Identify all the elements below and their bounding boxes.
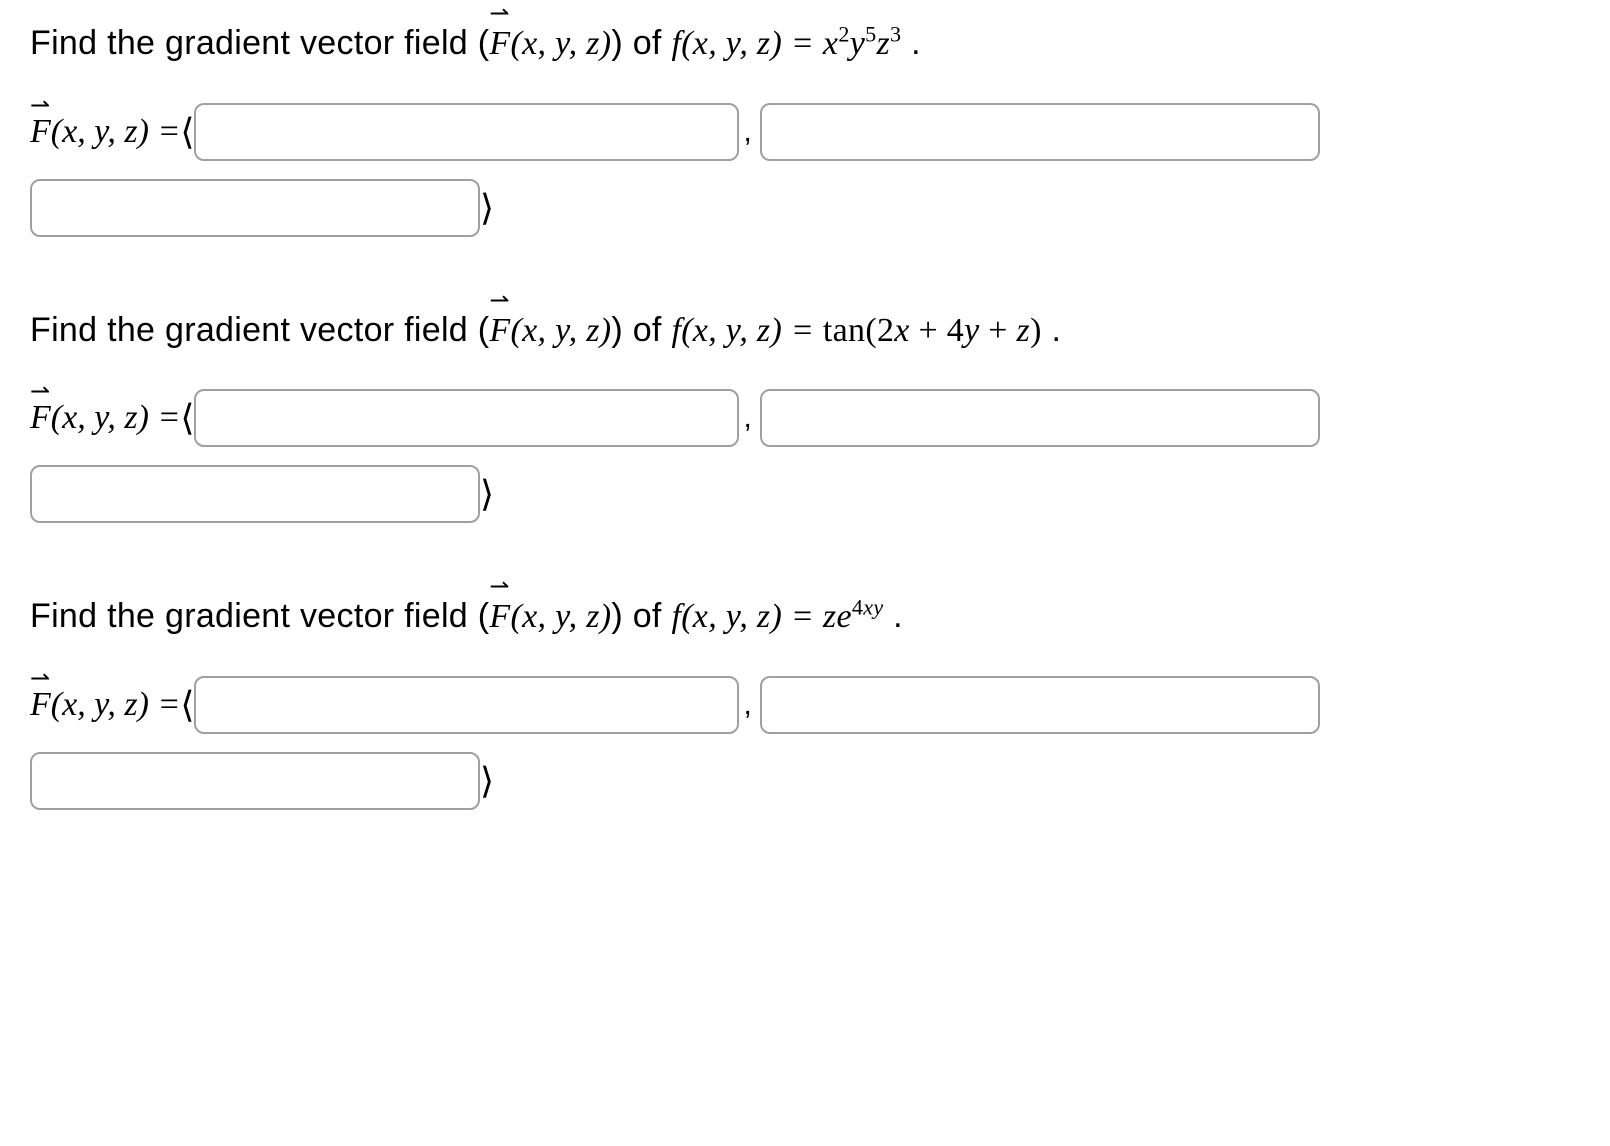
- prompt-text: Find the gradient vector field (: [30, 24, 489, 62]
- question-prompt-3: Find the gradient vector field (⇀F(x, y,…: [30, 593, 1580, 641]
- answer-label: ⇀F(x, y, z) =: [30, 399, 180, 437]
- comma: ,: [743, 688, 751, 722]
- vector-f-expr: ⇀F(x, y, z): [489, 25, 611, 62]
- question-prompt-2: Find the gradient vector field (⇀F(x, y,…: [30, 307, 1580, 355]
- comma: ,: [743, 115, 751, 149]
- angle-bracket-open: ⟨: [180, 111, 194, 153]
- function-body: tan(2x + 4y + z): [823, 312, 1042, 349]
- angle-bracket-close: ⟩: [480, 187, 494, 229]
- vector-f-expr: ⇀F(x, y, z): [489, 598, 611, 635]
- prompt-text: Find the gradient vector field (: [30, 597, 489, 635]
- prompt-text: ) of: [611, 597, 671, 635]
- answer-input-2-y[interactable]: [760, 389, 1320, 447]
- angle-bracket-close: ⟩: [480, 760, 494, 802]
- prompt-text: ) of: [611, 24, 671, 62]
- answer-label: ⇀F(x, y, z) =: [30, 113, 180, 151]
- answer-row-2: ⇀F(x, y, z) = ⟨ ,: [30, 389, 1580, 447]
- answer-row-1-line2: ⟩: [30, 179, 1580, 237]
- equals: =: [782, 598, 823, 635]
- answer-input-1-z[interactable]: [30, 179, 480, 237]
- equals: =: [782, 312, 823, 349]
- answer-input-2-x[interactable]: [194, 389, 739, 447]
- answer-input-3-x[interactable]: [194, 676, 739, 734]
- angle-bracket-close: ⟩: [480, 473, 494, 515]
- function-expr: f(x, y, z): [671, 312, 782, 349]
- answer-row-3: ⇀F(x, y, z) = ⟨ ,: [30, 676, 1580, 734]
- prompt-suffix: .: [1042, 311, 1062, 349]
- prompt-suffix: .: [901, 24, 921, 62]
- angle-bracket-open: ⟨: [180, 397, 194, 439]
- prompt-suffix: .: [883, 597, 903, 635]
- prompt-text: ) of: [611, 311, 671, 349]
- function-expr: f(x, y, z): [671, 25, 782, 62]
- answer-input-1-x[interactable]: [194, 103, 739, 161]
- vector-f-expr: ⇀F(x, y, z): [489, 312, 611, 349]
- function-body: ze4xy: [823, 598, 884, 635]
- question-prompt-1: Find the gradient vector field (⇀F(x, y,…: [30, 20, 1580, 68]
- question-block-1: Find the gradient vector field (⇀F(x, y,…: [30, 20, 1580, 237]
- prompt-text: Find the gradient vector field (: [30, 311, 489, 349]
- function-expr: f(x, y, z): [671, 598, 782, 635]
- question-block-3: Find the gradient vector field (⇀F(x, y,…: [30, 593, 1580, 810]
- answer-input-3-z[interactable]: [30, 752, 480, 810]
- answer-input-3-y[interactable]: [760, 676, 1320, 734]
- angle-bracket-open: ⟨: [180, 684, 194, 726]
- answer-row-3-line2: ⟩: [30, 752, 1580, 810]
- equals: =: [782, 25, 823, 62]
- answer-row-2-line2: ⟩: [30, 465, 1580, 523]
- answer-input-2-z[interactable]: [30, 465, 480, 523]
- answer-input-1-y[interactable]: [760, 103, 1320, 161]
- answer-row-1: ⇀F(x, y, z) = ⟨ ,: [30, 103, 1580, 161]
- comma: ,: [743, 401, 751, 435]
- answer-label: ⇀F(x, y, z) =: [30, 686, 180, 724]
- question-block-2: Find the gradient vector field (⇀F(x, y,…: [30, 307, 1580, 524]
- function-body: x2y5z3: [823, 25, 901, 62]
